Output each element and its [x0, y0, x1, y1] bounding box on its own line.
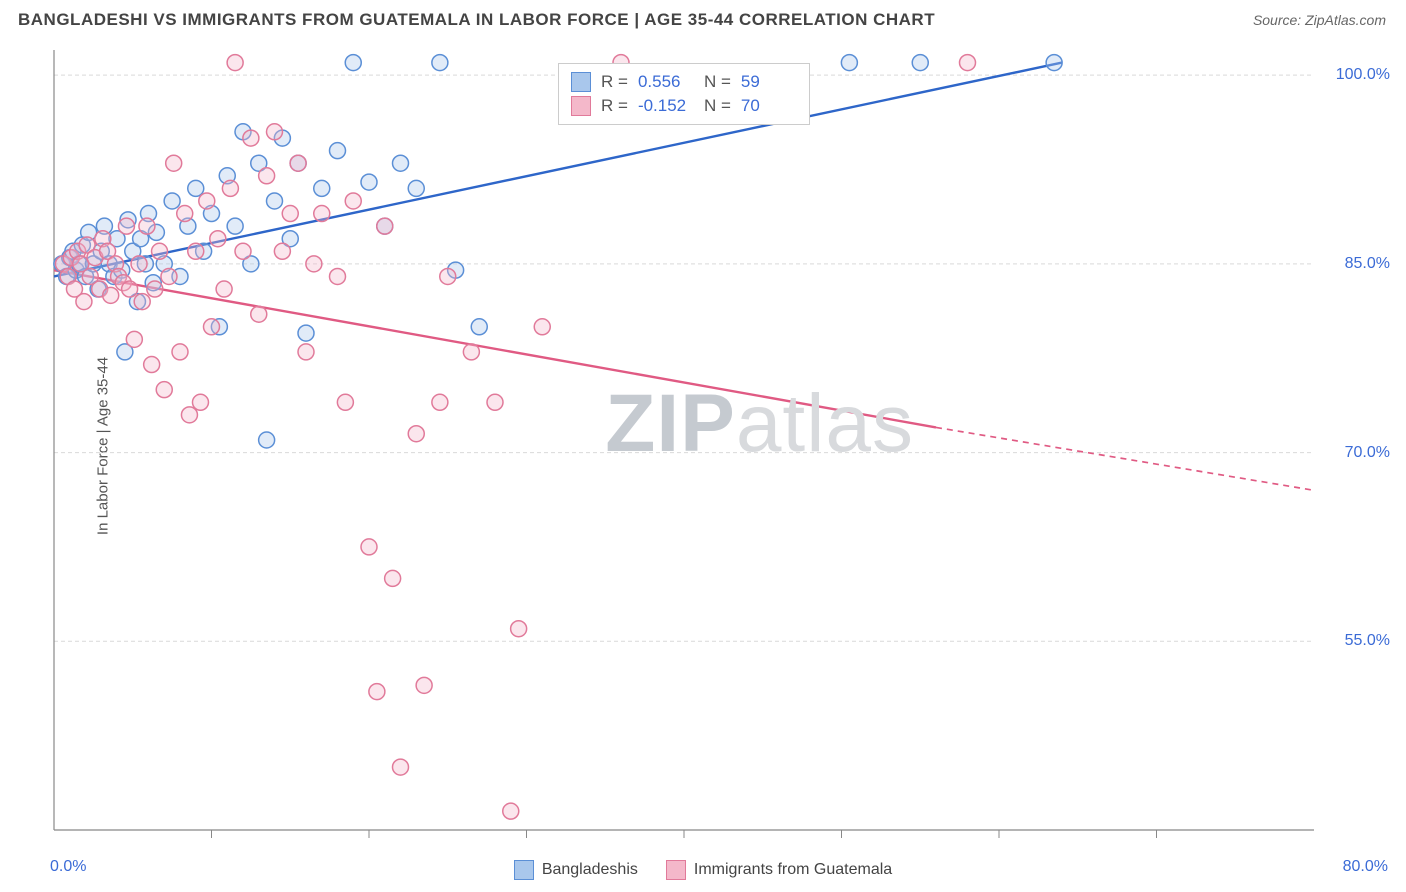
y-tick-label: 55.0% [1345, 632, 1390, 650]
r-label: R = [601, 72, 628, 92]
bottom-legend: Bangladeshis Immigrants from Guatemala [0, 860, 1406, 880]
legend-item-guatemala: Immigrants from Guatemala [666, 860, 892, 880]
legend-label: Bangladeshis [542, 861, 638, 879]
legend-item-bangladeshis: Bangladeshis [514, 860, 638, 880]
chart-header: BANGLADESHI VS IMMIGRANTS FROM GUATEMALA… [0, 0, 1406, 40]
y-tick-label: 100.0% [1336, 66, 1390, 84]
r-label: R = [601, 96, 628, 116]
legend-swatch-icon [571, 72, 591, 92]
scatter-plot [50, 46, 1392, 844]
legend-label: Immigrants from Guatemala [694, 861, 892, 879]
n-label: N = [704, 96, 731, 116]
correlation-legend-row: R = 0.556 N = 59 [571, 70, 797, 94]
legend-swatch-icon [666, 860, 686, 880]
source-attribution: Source: ZipAtlas.com [1253, 12, 1386, 28]
y-tick-label: 85.0% [1345, 255, 1390, 273]
legend-swatch-icon [514, 860, 534, 880]
r-value: -0.152 [638, 96, 694, 116]
r-value: 0.556 [638, 72, 694, 92]
n-value: 70 [741, 96, 797, 116]
chart-area: 55.0%70.0%85.0%100.0%ZIPatlasR =0.556N =… [50, 46, 1392, 844]
n-label: N = [704, 72, 731, 92]
y-tick-label: 70.0% [1345, 444, 1390, 462]
correlation-legend: R = 0.556 N = 59 R = -0.152 N = 70 [558, 63, 810, 125]
n-value: 59 [741, 72, 797, 92]
chart-title: BANGLADESHI VS IMMIGRANTS FROM GUATEMALA… [18, 10, 935, 30]
legend-swatch-icon [571, 96, 591, 116]
correlation-legend-row: R = -0.152 N = 70 [571, 94, 797, 118]
